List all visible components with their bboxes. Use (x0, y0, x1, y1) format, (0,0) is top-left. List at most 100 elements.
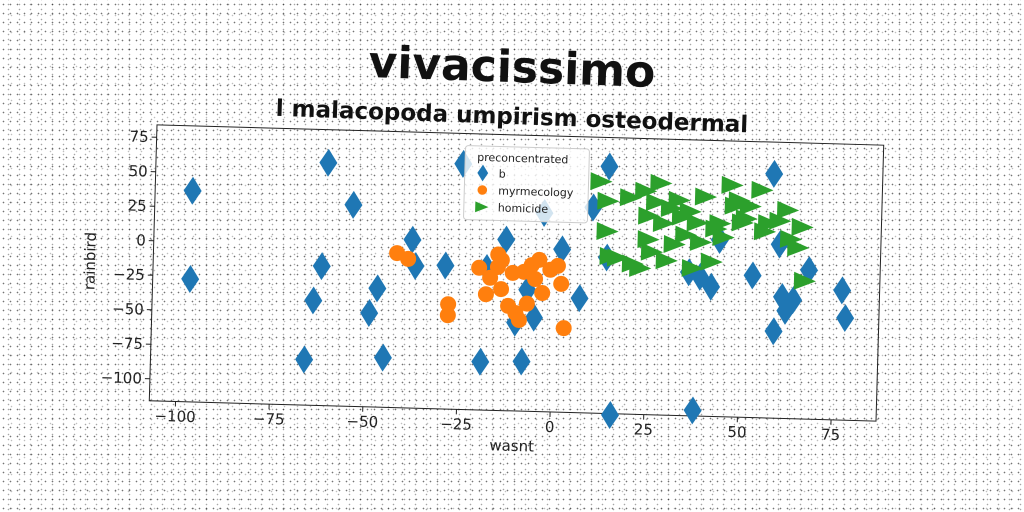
data-point-b (600, 152, 619, 181)
data-point-myrmecology (477, 286, 494, 303)
legend-marker-homicide (475, 201, 489, 213)
x-tick-label: −75 (253, 410, 285, 429)
data-point-homicide (638, 206, 661, 225)
legend-label-b: b (499, 167, 506, 180)
data-point-homicide (694, 187, 718, 206)
data-point-myrmecology (555, 320, 572, 337)
data-point-b (570, 284, 589, 313)
data-point-b (784, 286, 803, 315)
data-point-myrmecology (400, 250, 417, 267)
x-tick-label: −25 (440, 415, 472, 434)
data-point-homicide (645, 193, 669, 212)
data-point-myrmecology (439, 307, 456, 324)
y-tick-label: 0 (136, 231, 146, 249)
data-point-b (403, 225, 422, 254)
data-point-myrmecology (531, 251, 548, 268)
data-point-homicide (728, 191, 751, 210)
data-point-homicide (596, 222, 619, 241)
data-point-homicide (675, 225, 698, 244)
x-tick-label: −50 (346, 412, 378, 431)
legend-marker-myrmecology (477, 185, 488, 195)
data-point-myrmecology (493, 281, 510, 298)
data-point-b (295, 345, 314, 374)
plot-frame (148, 124, 885, 422)
data-point-myrmecology (534, 285, 551, 302)
data-point-b (373, 343, 392, 372)
data-point-myrmecology (527, 271, 544, 288)
data-point-b (833, 276, 852, 305)
data-point-homicide (787, 238, 810, 257)
data-point-b (764, 317, 783, 346)
data-point-homicide (779, 229, 803, 248)
y-axis-label: rainbird (80, 232, 100, 291)
data-point-homicide (597, 191, 620, 210)
data-point-homicide (655, 251, 678, 270)
data-point-b (360, 299, 379, 328)
x-tick-label: −100 (154, 407, 196, 426)
data-point-b (836, 304, 855, 333)
data-point-homicide (791, 217, 814, 236)
data-point-b (183, 176, 202, 205)
data-point-homicide (635, 181, 658, 200)
data-point-b (436, 251, 455, 280)
data-point-b (344, 190, 363, 219)
x-tick-label: 25 (634, 420, 654, 439)
chart-title: vivacissimo (368, 37, 656, 98)
data-point-myrmecology (510, 311, 527, 328)
data-point-b (497, 225, 516, 254)
data-point-b (525, 303, 543, 332)
x-tick-label: 75 (821, 426, 841, 445)
data-point-b (702, 272, 721, 301)
data-point-homicide (679, 202, 702, 221)
legend-label-homicide: homicide (498, 201, 549, 215)
y-tick-label: −50 (112, 300, 144, 319)
data-point-b (683, 396, 702, 425)
data-point-b (368, 274, 387, 303)
data-point-b (304, 286, 323, 315)
data-point-homicide (709, 214, 732, 233)
data-point-homicide (712, 228, 735, 247)
data-point-b (471, 347, 490, 376)
data-point-homicide (751, 180, 774, 199)
data-point-homicide (793, 271, 816, 290)
y-tick-label: 50 (128, 162, 148, 181)
data-point-b (773, 282, 791, 311)
y-tick-label: −100 (100, 368, 142, 387)
legend-box (463, 145, 590, 224)
legend-marker-b (477, 164, 489, 182)
data-point-b (743, 261, 762, 290)
data-point-myrmecology (549, 257, 566, 274)
data-point-homicide (689, 232, 713, 251)
data-point-homicide (590, 172, 613, 191)
plot-area: −100 −75 −50 −25 0 25 50 75 75 50 25 0 −25 −50 −75 −100… (80, 124, 885, 456)
data-point-homicide (663, 234, 686, 253)
data-point-homicide (606, 248, 630, 267)
data-point-b (512, 347, 531, 376)
data-point-b (406, 252, 425, 281)
y-tick-label: −25 (113, 265, 145, 284)
data-point-homicide (700, 252, 723, 271)
data-point-b (765, 159, 784, 188)
data-point-b (601, 401, 619, 430)
y-tick-label: −75 (111, 334, 143, 353)
x-tick-label: 50 (727, 423, 747, 442)
chart-subtitle: l malacopoda umpirism osteodermal (275, 96, 748, 138)
legend-title: preconcentrated (477, 151, 569, 167)
data-point-myrmecology (490, 246, 507, 263)
data-point-homicide (739, 197, 762, 216)
data-point-homicide (640, 242, 664, 261)
data-point-myrmecology (518, 295, 535, 312)
x-axis-label: wasnt (489, 436, 534, 455)
data-point-b (319, 148, 338, 177)
data-point-b (553, 235, 572, 264)
y-tick-label: 25 (127, 197, 147, 216)
data-point-b (181, 265, 200, 294)
data-point-homicide (686, 213, 709, 232)
data-point-homicide (629, 258, 652, 277)
data-point-myrmecology (471, 259, 488, 276)
data-point-b (312, 252, 331, 281)
y-tick-label: 75 (129, 128, 149, 147)
